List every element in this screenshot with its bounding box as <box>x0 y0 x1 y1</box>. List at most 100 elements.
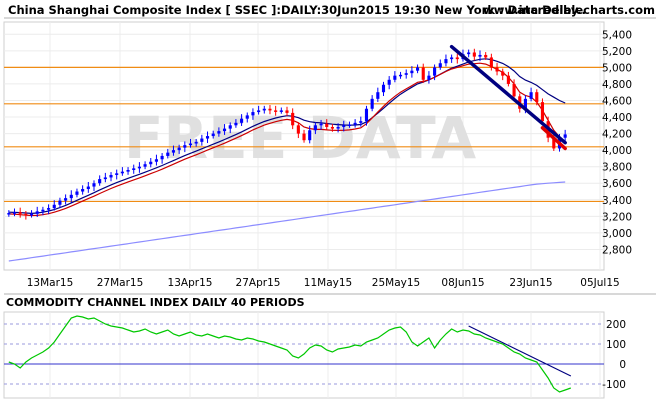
candle-body <box>313 125 317 131</box>
candle-body <box>268 108 272 111</box>
candle-body <box>149 161 153 165</box>
candle-body <box>47 208 51 210</box>
trendline <box>540 126 567 151</box>
candle-body <box>194 141 198 144</box>
price-tick-label: 4,800 <box>602 79 632 91</box>
candle-body <box>177 147 181 151</box>
candle-body <box>433 67 437 76</box>
price-tick-label: 5,000 <box>602 62 632 74</box>
candle-body <box>234 122 238 126</box>
candle-body <box>330 126 334 129</box>
candle-body <box>347 124 352 126</box>
candle-body <box>416 67 420 71</box>
candle-body <box>353 122 357 125</box>
candle-body <box>489 57 493 68</box>
trendlines <box>449 44 567 151</box>
indicator-trendline-line <box>468 325 572 377</box>
indicator-tick-label: 200 <box>606 319 626 331</box>
candle-body <box>200 138 204 142</box>
date-tick-label: 25May15 <box>372 277 420 289</box>
candle-body <box>467 52 471 55</box>
trendline <box>449 44 567 145</box>
candle-body <box>523 98 527 109</box>
candle-body <box>217 131 221 134</box>
candle-body <box>251 112 255 116</box>
candle-body <box>52 204 56 209</box>
candle-body <box>126 170 130 172</box>
price-axis: 2,800 3,000 3,200 3,400 3,600 3,800 4,000 4,200… <box>602 29 632 256</box>
candle-body <box>455 57 459 60</box>
candle-body <box>274 110 278 112</box>
date-tick-label: 27Apr15 <box>236 277 281 289</box>
candle-body <box>359 121 363 123</box>
candle-body <box>450 57 454 60</box>
candle-body <box>132 168 136 170</box>
candle-body <box>205 136 210 139</box>
price-tick-label: 5,400 <box>602 29 632 41</box>
candle-body <box>109 174 113 178</box>
candle-body <box>279 110 283 112</box>
price-tick-label: 2,800 <box>602 244 632 256</box>
date-tick-label: 05Jul15 <box>580 277 619 289</box>
cci-series-line <box>8 315 572 393</box>
candle-body <box>81 189 85 192</box>
candle-body <box>410 70 414 74</box>
candle-body <box>137 166 141 169</box>
indicator-tick-label: 100 <box>606 339 626 351</box>
candle-body <box>166 152 170 156</box>
candle-body <box>364 108 369 122</box>
indicator-panel <box>3 311 605 399</box>
candle-body <box>188 143 193 146</box>
site-link[interactable]: www.incrediblecharts.com <box>483 3 655 17</box>
candle-body <box>387 79 391 85</box>
candle-body <box>103 177 107 180</box>
candle-body <box>296 125 300 134</box>
candle-body <box>24 213 28 216</box>
price-tick-label: 3,600 <box>602 178 632 190</box>
candle-body <box>92 183 96 187</box>
candle-body <box>115 173 119 175</box>
price-tick-label: 4,200 <box>602 129 632 141</box>
date-tick-label: 13Mar15 <box>27 277 74 289</box>
candle-body <box>421 67 425 80</box>
candle-body <box>472 52 476 57</box>
candle-body <box>285 110 289 113</box>
watermark: FREE DATA <box>124 104 476 172</box>
moving-average-line <box>8 181 566 262</box>
candle-body <box>240 118 244 123</box>
cci-line <box>8 315 572 393</box>
price-tick-label: 3,000 <box>602 228 632 240</box>
price-gridlines <box>4 22 604 270</box>
candle-body <box>171 150 176 153</box>
candle-body <box>69 194 73 199</box>
candle-body <box>98 179 102 184</box>
candle-body <box>211 133 215 137</box>
indicator-level-lines <box>4 323 604 385</box>
candle-body <box>381 84 386 93</box>
candle-body <box>143 164 147 167</box>
candle-body <box>257 110 261 113</box>
candlesticks <box>7 48 567 220</box>
indicator-trendline <box>468 325 572 377</box>
price-tick-label: 3,800 <box>602 162 632 174</box>
candle-body <box>529 92 533 99</box>
support-resistance-lines <box>4 66 604 203</box>
candle-body <box>478 54 482 57</box>
price-tick-label: 3,400 <box>602 195 632 207</box>
candle-body <box>58 200 62 205</box>
candle-body <box>342 125 346 127</box>
candle-body <box>438 63 442 68</box>
date-tick-label: 11May15 <box>304 277 352 289</box>
candle-body <box>308 130 312 141</box>
candle-body <box>160 155 164 160</box>
candle-body <box>262 108 266 111</box>
candle-body <box>495 67 499 72</box>
candle-body <box>64 198 68 201</box>
candle-body <box>325 123 329 127</box>
indicator-title: COMMODITY CHANNEL INDEX DAILY 40 PERIODS <box>6 296 305 309</box>
candle-body <box>154 159 158 162</box>
date-tick-label: 23Jun15 <box>509 277 552 289</box>
chart-title: China Shanghai Composite Index [ SSEC ]:… <box>8 3 586 17</box>
candle-body <box>75 191 79 195</box>
